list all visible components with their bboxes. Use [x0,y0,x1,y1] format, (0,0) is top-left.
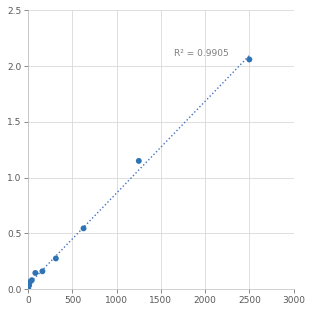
Point [136,158,141,163]
Point [247,57,252,62]
Point [53,256,58,261]
Point [27,279,32,284]
Point [81,226,86,231]
Point [40,269,45,274]
Point [26,287,31,292]
Point [29,278,34,283]
Text: R² = 0.9905: R² = 0.9905 [174,49,229,58]
Point [27,283,32,288]
Point [33,271,38,275]
